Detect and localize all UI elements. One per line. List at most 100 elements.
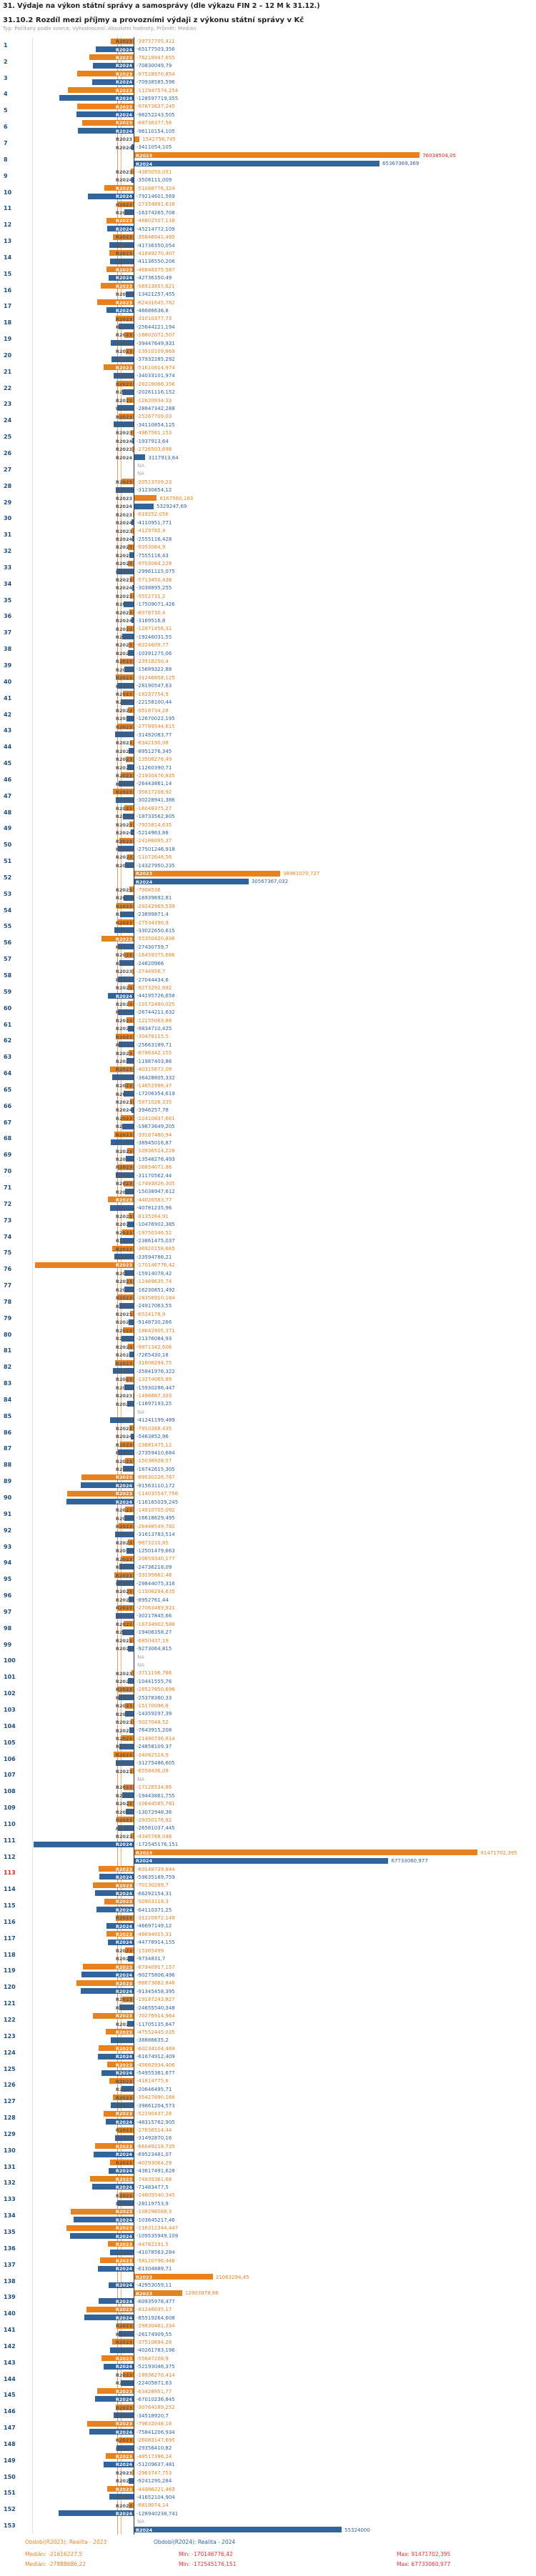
bar-r2023[interactable]	[68, 87, 134, 94]
bar-r2023[interactable]	[129, 609, 134, 616]
bar-r2023[interactable]	[126, 625, 134, 631]
bar-r2024[interactable]	[110, 2347, 134, 2353]
bar-r2023[interactable]	[120, 1115, 134, 1122]
bar-r2024[interactable]	[121, 699, 134, 705]
bar-r2023[interactable]	[115, 1359, 134, 1366]
bar-r2023[interactable]	[112, 234, 134, 240]
bar-r2023[interactable]	[129, 641, 134, 648]
bar-r2023[interactable]	[116, 2404, 134, 2410]
bar-r2024[interactable]	[128, 1955, 134, 1962]
bar-r2023[interactable]	[116, 2322, 134, 2329]
bar-r2024[interactable]	[106, 307, 134, 314]
bar-r2024[interactable]	[110, 340, 134, 346]
bar-r2024[interactable]	[116, 2445, 134, 2451]
bar-r2024[interactable]	[70, 2232, 134, 2239]
bar-r2023[interactable]	[99, 2045, 134, 2052]
bar-r2023[interactable]	[106, 2062, 134, 2068]
bar-r2023[interactable]	[124, 952, 134, 958]
bar-r2023[interactable]	[131, 1833, 134, 1839]
bar-r2023[interactable]	[93, 1882, 134, 1888]
bar-r2024[interactable]	[116, 797, 134, 803]
bar-r2024[interactable]	[119, 1694, 134, 1701]
bar-r2023[interactable]	[76, 103, 134, 109]
bar-r2024[interactable]	[117, 2200, 134, 2207]
bar-r2024[interactable]	[119, 960, 134, 967]
bar-r2024[interactable]	[121, 389, 134, 395]
bar-r2024[interactable]	[93, 2151, 134, 2157]
bar-r2023[interactable]	[129, 1311, 134, 1317]
bar-r2024[interactable]	[128, 1645, 134, 1652]
bar-r2023[interactable]	[121, 772, 134, 779]
bar-r2024[interactable]	[109, 2494, 134, 2500]
bar-r2023[interactable]	[110, 2160, 134, 2166]
bar-r2023[interactable]	[129, 887, 134, 893]
bar-r2023[interactable]	[124, 331, 134, 338]
bar-r2023[interactable]	[122, 1327, 134, 1334]
bar-r2024[interactable]	[126, 1809, 134, 1815]
bar-r2023[interactable]	[76, 71, 134, 77]
bar-r2024[interactable]	[80, 1988, 134, 1995]
bar-r2023[interactable]	[122, 1996, 134, 2002]
bar-r2023[interactable]	[124, 1621, 134, 1627]
bar-r2024[interactable]	[108, 2167, 134, 2174]
bar-r2024[interactable]	[81, 1972, 134, 1978]
bar-r2023[interactable]	[124, 1947, 134, 1954]
bar-r2023[interactable]	[114, 1572, 134, 1578]
bar-r2023[interactable]	[81, 1474, 134, 1480]
bar-r2024[interactable]	[114, 421, 134, 428]
bar-r2023[interactable]	[132, 1392, 134, 1399]
bar-r2024[interactable]	[134, 454, 146, 461]
bar-r2023[interactable]	[128, 984, 134, 991]
bar-r2023[interactable]	[104, 364, 134, 371]
bar-r2024[interactable]	[114, 927, 134, 934]
bar-r2024[interactable]	[89, 2429, 134, 2435]
bar-r2024[interactable]	[128, 1025, 134, 1032]
bar-r2023[interactable]	[127, 1344, 134, 1349]
bar-r2024[interactable]	[118, 977, 134, 983]
bar-r2024[interactable]	[95, 1890, 134, 1897]
bar-r2024[interactable]	[108, 992, 134, 999]
bar-r2024[interactable]	[92, 62, 134, 69]
bar-r2023[interactable]	[124, 1457, 134, 1464]
bar-r2023[interactable]	[124, 1784, 134, 1790]
bar-r2023[interactable]	[131, 2470, 134, 2476]
bar-r2024[interactable]	[33, 1841, 134, 1847]
bar-r2023[interactable]	[115, 1914, 134, 1921]
bar-r2024[interactable]	[73, 2217, 134, 2223]
bar-r2024[interactable]	[122, 1792, 134, 1799]
bar-r2024[interactable]	[124, 1090, 134, 1097]
bar-r2023[interactable]	[123, 691, 134, 697]
bar-r2024[interactable]	[126, 1156, 134, 1162]
bar-r2024[interactable]	[126, 291, 134, 297]
bar-r2023[interactable]	[130, 429, 134, 436]
bar-r2023[interactable]	[131, 169, 134, 175]
bar-r2023[interactable]	[128, 1539, 134, 1546]
bar-r2024[interactable]	[119, 1564, 134, 1570]
bar-r2024[interactable]	[134, 160, 380, 166]
bar-r2024[interactable]	[126, 1058, 134, 1064]
bar-r2024[interactable]	[126, 2021, 134, 2027]
bar-r2024[interactable]	[96, 46, 134, 52]
bar-r2024[interactable]	[101, 2070, 134, 2076]
bar-r2024[interactable]	[131, 584, 134, 591]
bar-r2023[interactable]	[67, 1490, 134, 1497]
bar-r2023[interactable]	[92, 2012, 134, 2019]
bar-r2023[interactable]	[108, 1197, 134, 1203]
bar-r2024[interactable]	[130, 1433, 134, 1439]
bar-r2023[interactable]	[128, 2502, 134, 2508]
bar-r2024[interactable]	[112, 1368, 134, 1374]
bar-r2023[interactable]	[109, 2077, 134, 2084]
bar-r2023[interactable]	[118, 1164, 134, 1170]
bar-r2024[interactable]	[116, 1612, 134, 1619]
bar-r2024[interactable]	[109, 1417, 134, 1423]
bar-r2023[interactable]	[124, 1507, 134, 1513]
bar-r2023[interactable]	[133, 511, 134, 517]
bar-r2024[interactable]	[129, 1727, 134, 1733]
bar-r2024[interactable]	[91, 2184, 134, 2190]
bar-r2024[interactable]	[119, 1237, 134, 1244]
bar-r2024[interactable]	[110, 2102, 134, 2109]
bar-r2024[interactable]	[125, 1710, 134, 1717]
bar-r2024[interactable]	[124, 1287, 134, 1293]
bar-r2023[interactable]	[106, 2029, 134, 2035]
bar-r2023[interactable]	[129, 1637, 134, 1644]
